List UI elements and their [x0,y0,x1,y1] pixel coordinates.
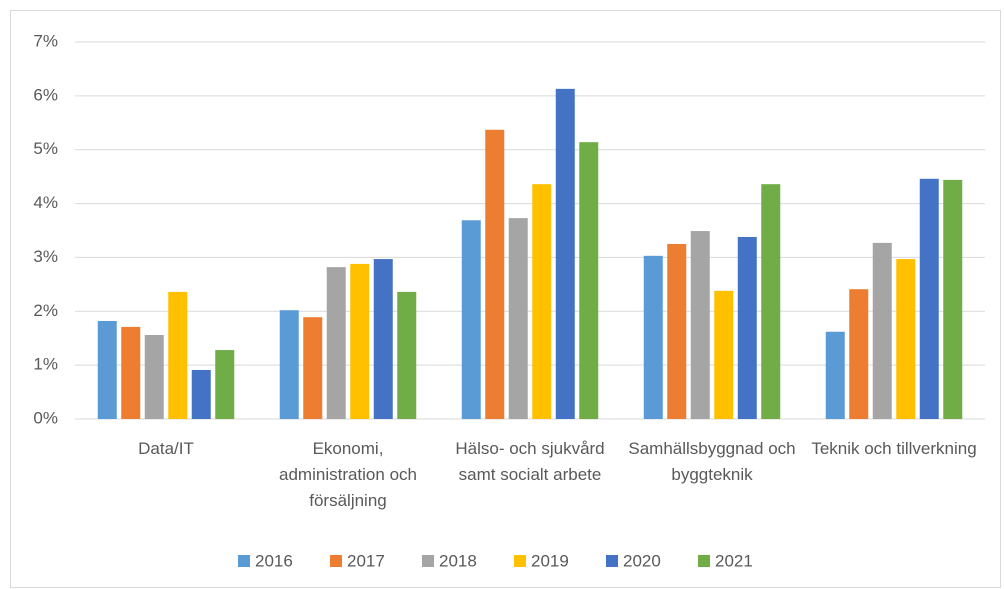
bar [714,290,734,419]
y-tick-label: 3% [33,247,58,266]
bar [121,326,141,419]
bar [279,310,299,419]
bar [326,267,346,419]
legend-label: 2016 [255,551,293,570]
bar [508,218,528,419]
bar [737,236,757,419]
y-tick-label: 5% [33,139,58,158]
bar [350,263,370,419]
legend-label: 2020 [623,551,661,570]
bar [825,331,845,419]
legend-swatch [606,555,618,567]
x-tick-label: Teknik och tillverkning [811,439,977,458]
bar [461,220,481,419]
bar [97,320,117,419]
y-tick-label: 0% [33,408,58,427]
y-tick-label: 1% [33,355,58,374]
y-tick-label: 2% [33,301,58,320]
bar [397,291,417,419]
legend-swatch [698,555,710,567]
bar [761,184,781,419]
bar [667,243,687,419]
bar [144,334,164,419]
bar [896,259,916,419]
bar [690,231,710,419]
bar [373,259,393,419]
bar [532,184,552,419]
bar [919,178,939,419]
bar [579,142,599,419]
bar [872,242,892,419]
x-tick-label: Ekonomi, administration och försäljning [279,439,417,510]
x-tick-label: Samhällsbyggnad och byggteknik [628,439,796,484]
legend-swatch [330,555,342,567]
legend-label: 2021 [715,551,753,570]
y-tick-label: 6% [33,85,58,104]
legend-label: 2019 [531,551,569,570]
bar [555,88,575,419]
bar [191,369,211,419]
legend-swatch [238,555,250,567]
bar [303,317,323,419]
legend-label: 2018 [439,551,477,570]
x-tick-label: Data/IT [138,439,194,458]
legend-swatch [422,555,434,567]
bar [485,129,505,419]
x-tick-label: Hälso- och sjukvård samt socialt arbete [455,439,605,484]
bar [168,291,188,419]
bar [849,289,869,419]
legend-swatch [514,555,526,567]
bar [643,255,663,419]
bar [215,350,235,419]
y-tick-label: 7% [33,31,58,50]
legend-label: 2017 [347,551,385,570]
y-tick-label: 4% [33,193,58,212]
bar [943,179,963,419]
